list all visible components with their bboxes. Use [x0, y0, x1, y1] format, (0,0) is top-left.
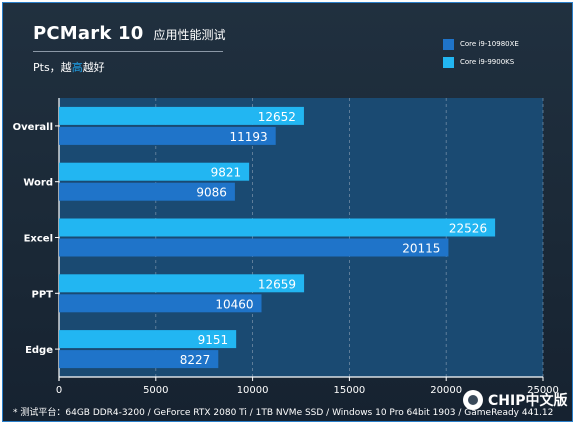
bar-chart: Overall 12652 11193 Word 9821 9086 Excel 22526 2…	[13, 98, 559, 396]
legend-item-series-1: Core i9-10980XE	[443, 36, 519, 52]
chart-subtitle: Pts，越高越好	[33, 59, 105, 75]
legend-item-series-2: Core i9-9900KS	[443, 54, 519, 70]
data-label-excel-series-1: 20115	[402, 242, 440, 256]
data-label-overall-series-1: 11193	[230, 130, 268, 144]
title-underline	[33, 51, 223, 52]
chart-title-sub: 应用性能测试	[153, 28, 226, 42]
legend-swatch-series-1	[443, 38, 454, 50]
data-label-edge-series-2: 9151	[198, 333, 229, 347]
data-label-excel-series-2: 22526	[449, 222, 487, 236]
bar-overall-series-2	[59, 106, 304, 125]
bar-excel-series-2	[59, 218, 496, 237]
chart-title-main: PCMark 10	[33, 23, 144, 44]
x-tick-label-20000: 20000	[430, 385, 462, 396]
category-label-edge: Edge	[25, 345, 53, 356]
category-label-word: Word	[23, 178, 53, 189]
data-label-ppt-series-1: 10460	[215, 297, 253, 311]
test-platform-footnote: * 测试平台：64GB DDR4-3200 / GeForce RTX 2080…	[13, 408, 554, 418]
bar-word-series-1	[59, 182, 235, 201]
chart-legend: Core i9-10980XE Core i9-9900KS	[443, 36, 519, 72]
bar-excel-series-1	[59, 238, 449, 257]
legend-swatch-series-2	[443, 56, 454, 68]
subtitle-highlight: 高	[71, 61, 83, 74]
legend-label-series-2: Core i9-9900KS	[460, 58, 515, 66]
data-label-word-series-1: 9086	[196, 186, 227, 200]
watermark-text: CHIP中文版	[488, 393, 568, 409]
legend-label-series-1: Core i9-10980XE	[460, 40, 519, 48]
data-label-ppt-series-2: 12659	[258, 277, 296, 291]
bar-edge-series-1	[59, 350, 219, 369]
x-tick-label-10000: 10000	[237, 385, 269, 396]
chart-title: PCMark 10 应用性能测试	[33, 23, 225, 44]
category-label-overall: Overall	[13, 122, 53, 133]
category-label-ppt: PPT	[32, 289, 54, 300]
bar-ppt-series-1	[59, 294, 262, 313]
x-tick-label-15000: 15000	[333, 385, 365, 396]
watermark: CHIP中文版	[463, 390, 567, 410]
x-tick-label-0: 0	[56, 385, 62, 396]
bar-word-series-2	[59, 162, 250, 181]
data-label-overall-series-2: 12652	[258, 110, 296, 124]
data-label-edge-series-1: 8227	[180, 353, 211, 367]
bar-ppt-series-2	[59, 274, 305, 293]
bar-edge-series-2	[59, 330, 237, 349]
x-tick-label-25000: 25000	[527, 385, 559, 396]
subtitle-prefix: Pts，越	[33, 61, 72, 74]
chart-panel: PCMark 10 应用性能测试 Pts，越高越好 Core i9-10980XE…	[2, 2, 573, 422]
category-label-excel: Excel	[24, 234, 53, 245]
wechat-icon	[463, 390, 483, 410]
x-tick-label-5000: 5000	[143, 385, 168, 396]
bar-overall-series-1	[59, 126, 276, 145]
subtitle-suffix: 越好	[82, 61, 105, 74]
data-label-word-series-2: 9821	[211, 166, 242, 180]
